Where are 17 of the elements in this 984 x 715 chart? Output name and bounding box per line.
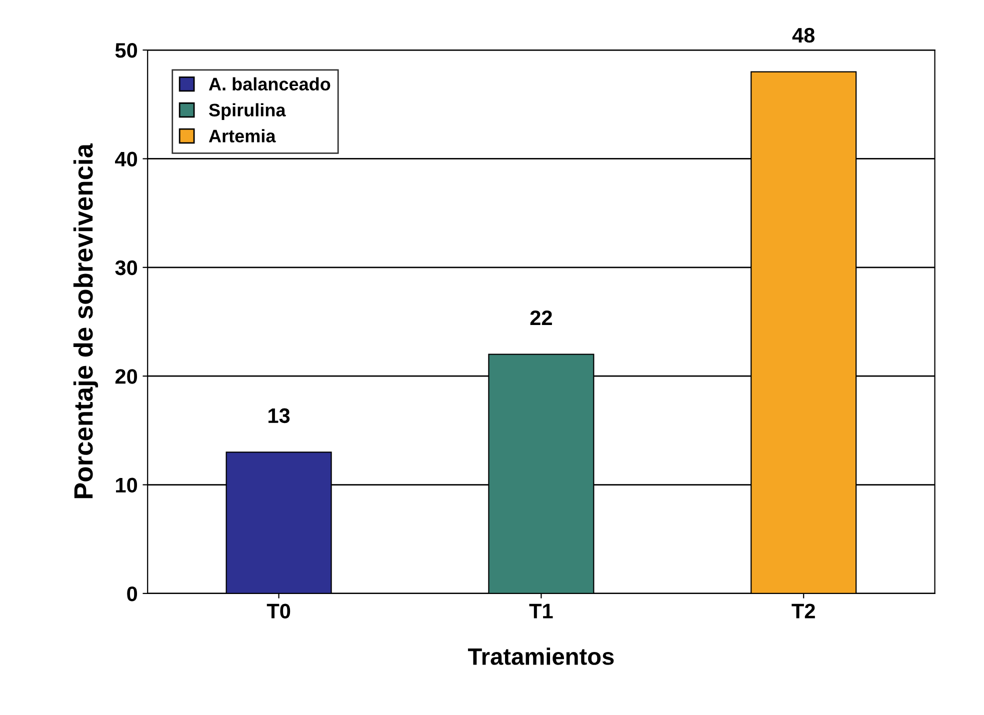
x-tick-label: T1 (529, 604, 553, 618)
x-axis-title: Tratamientos (468, 648, 614, 665)
legend-label: A. balanceado (208, 77, 330, 91)
y-tick-label: 30 (115, 260, 138, 276)
y-tick-label: 10 (116, 478, 138, 493)
y-tick-label: 40 (115, 152, 138, 166)
data-label: 48 (792, 28, 815, 43)
data-label: 13 (268, 408, 290, 424)
x-tick-label: T0 (266, 604, 290, 618)
legend-label: Spirulina (209, 103, 286, 120)
y-tick-label: 0 (127, 586, 138, 602)
data-label: 22 (530, 310, 552, 326)
x-tick-label: T2 (792, 604, 815, 618)
legend-label: Artemia (208, 129, 276, 142)
y-tick-label: 20 (115, 369, 138, 384)
y-tick-label: 50 (115, 43, 138, 58)
y-axis-title: Porcentaje de sobrevivencia (73, 143, 98, 498)
